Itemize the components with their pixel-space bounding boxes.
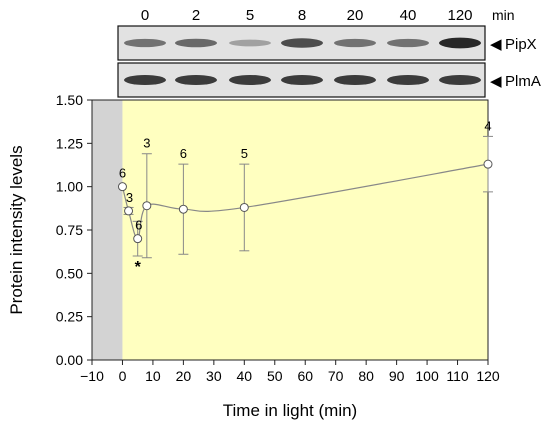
x-tick-label: 60: [297, 368, 313, 384]
protein-band: [334, 38, 376, 48]
data-point: [124, 206, 134, 216]
time-point-label: 120: [447, 7, 472, 24]
protein-band: [439, 74, 481, 86]
protein-band: [124, 38, 166, 48]
x-tick-label: 40: [237, 368, 253, 384]
y-tick-label: 1.50: [56, 92, 83, 108]
time-point-label: 2: [192, 7, 200, 24]
x-tick-label: 0: [119, 368, 127, 384]
protein-band: [175, 74, 217, 86]
line-chart: 0.00 0.25 0.50 0.75 1.00 1.25 1.50 −10 0 10 20 30 40…: [7, 92, 500, 420]
n-label: 6: [180, 146, 187, 161]
time-point-label: 0: [141, 7, 149, 24]
data-point: [239, 202, 249, 212]
x-tick-label: 50: [267, 368, 283, 384]
time-point-label: 5: [246, 7, 254, 24]
x-tick-label: 30: [206, 368, 222, 384]
protein-band: [124, 74, 166, 86]
x-tick-label: 120: [476, 368, 500, 384]
x-tick-label: 110: [446, 368, 469, 384]
x-axis-label: Time in light (min): [223, 401, 357, 420]
x-tick-label: 10: [145, 368, 161, 384]
time-unit-label: min: [492, 7, 515, 23]
blot-arrow-icon: ◀: [490, 73, 502, 90]
y-tick-label: 0.00: [56, 352, 83, 368]
n-label: 3: [126, 190, 133, 205]
time-point-label: 8: [298, 7, 306, 24]
data-point: [117, 182, 127, 192]
blot-arrow-icon: ◀: [490, 36, 502, 53]
y-tick-label: 1.00: [56, 179, 83, 195]
protein-band: [281, 74, 323, 86]
x-tick-label: 80: [358, 368, 374, 384]
data-point: [483, 159, 493, 169]
protein-band: [334, 74, 376, 86]
x-tick-label: 20: [176, 368, 192, 384]
x-tick-label: −10: [80, 368, 104, 384]
axes: 0.00 0.25 0.50 0.75 1.00 1.25 1.50 −10 0 10 20 30 40…: [56, 92, 500, 384]
western-blot: 0 2 5 8 20 40 120 min◀ PipX◀ PlmA: [117, 7, 541, 98]
data-series: 636*36 54: [117, 118, 493, 276]
n-label: 6: [135, 218, 142, 233]
n-label: 6: [119, 166, 126, 181]
data-point: [133, 234, 143, 244]
time-point-label: 40: [400, 7, 417, 24]
protein-band: [229, 74, 271, 86]
protein-band: [229, 39, 271, 47]
significance-marker: *: [135, 259, 142, 276]
data-point: [178, 204, 188, 214]
x-tick-label: 90: [389, 368, 405, 384]
y-tick-label: 1.25: [56, 135, 83, 151]
protein-label: PlmA: [505, 73, 541, 90]
protein-label: PipX: [505, 36, 537, 53]
light-period-shading: [122, 100, 488, 360]
x-tick-label: 70: [328, 368, 344, 384]
protein-band: [175, 38, 217, 48]
y-tick-label: 0.25: [56, 309, 83, 325]
protein-band: [439, 37, 481, 49]
y-tick-label: 0.50: [56, 265, 83, 281]
data-point: [142, 201, 152, 211]
protein-band: [281, 38, 323, 48]
protein-band: [387, 74, 429, 86]
time-point-label: 20: [347, 7, 364, 24]
n-label: 3: [143, 136, 150, 151]
n-label: 5: [241, 146, 248, 161]
x-tick-label: 100: [415, 368, 439, 384]
dark-period-shading: [92, 100, 123, 360]
n-label: 4: [484, 118, 491, 133]
protein-band: [387, 38, 429, 48]
y-axis-label: Protein intensity levels: [7, 145, 26, 314]
y-tick-label: 0.75: [56, 222, 83, 238]
